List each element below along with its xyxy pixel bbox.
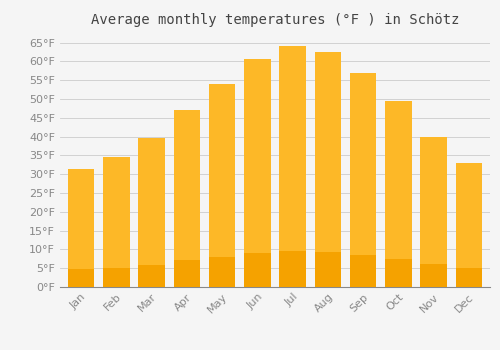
Bar — [350, 255, 376, 287]
Bar — [244, 253, 270, 287]
Bar — [244, 60, 270, 287]
Bar — [138, 265, 165, 287]
Bar — [456, 163, 482, 287]
Bar — [314, 252, 341, 287]
Bar — [314, 52, 341, 287]
Bar — [420, 136, 447, 287]
Bar — [103, 157, 130, 287]
Bar — [420, 265, 447, 287]
Bar — [385, 101, 411, 287]
Bar — [138, 139, 165, 287]
Bar — [68, 168, 94, 287]
Bar — [174, 260, 200, 287]
Bar — [103, 267, 130, 287]
Bar — [456, 268, 482, 287]
Bar — [68, 269, 94, 287]
Title: Average monthly temperatures (°F ) in Schötz: Average monthly temperatures (°F ) in Sc… — [91, 13, 459, 27]
Bar — [280, 46, 306, 287]
Bar — [209, 84, 236, 287]
Bar — [385, 259, 411, 287]
Bar — [350, 72, 376, 287]
Bar — [174, 110, 200, 287]
Bar — [209, 257, 236, 287]
Bar — [280, 251, 306, 287]
